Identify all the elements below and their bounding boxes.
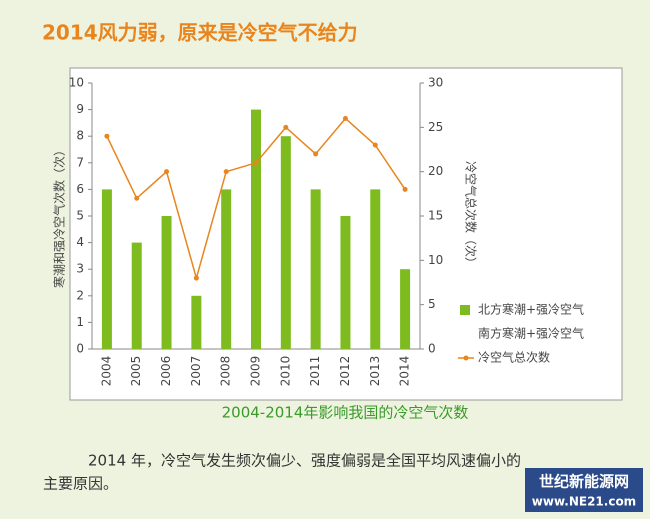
bar	[310, 189, 321, 349]
x-tick-label: 2009	[249, 356, 263, 387]
y-tick-label: 8	[76, 129, 84, 143]
bar	[280, 136, 291, 349]
line-point	[193, 275, 199, 281]
y-label: 寒潮和强冷空气次数（次）	[52, 144, 67, 288]
y-tick-label: 1	[76, 315, 84, 329]
bar	[251, 109, 261, 349]
y-tick-label: 6	[76, 182, 84, 196]
line-point	[372, 142, 378, 148]
line-point	[283, 124, 289, 130]
legend-dot	[463, 355, 469, 361]
x-tick-label: 2004	[99, 356, 113, 387]
x-tick-label: 2014	[398, 356, 412, 387]
y2-tick-label: 0	[428, 342, 436, 356]
x-tick-label: 2012	[338, 356, 352, 387]
paragraph: 2014 年，冷空气发生频次偏少、强度偏弱是全国平均风速偏小的	[88, 452, 521, 470]
line-point	[134, 195, 140, 201]
logo-box	[525, 468, 643, 512]
y-tick-label: 10	[69, 76, 84, 90]
legend-swatch	[460, 305, 470, 315]
y2-tick-label: 25	[428, 120, 443, 134]
y-tick-label: 3	[76, 262, 84, 276]
bar	[131, 242, 142, 349]
x-tick-label: 2011	[308, 356, 322, 387]
bar	[191, 295, 202, 349]
bar	[221, 189, 232, 349]
x-tick-label: 2010	[278, 356, 292, 387]
bar	[161, 216, 172, 349]
y2-tick-label: 15	[428, 209, 443, 223]
legend-label: 冷空气总次数	[478, 350, 550, 365]
bar	[101, 189, 112, 349]
y-tick-label: 5	[76, 209, 84, 223]
title: 2014风力弱，原来是冷空气不给力	[42, 21, 358, 45]
x-tick-label: 2007	[189, 356, 203, 387]
y2-tick-label: 5	[428, 297, 436, 311]
line-point	[164, 169, 170, 175]
y-tick-label: 4	[76, 235, 84, 249]
legend-label: 北方寒潮+强冷空气	[478, 302, 584, 317]
bar	[370, 189, 381, 349]
line-point	[342, 115, 348, 121]
x-tick-label: 2006	[159, 356, 173, 387]
line-point	[223, 169, 229, 175]
paragraph: 主要原因。	[43, 475, 118, 493]
y2-tick-label: 10	[428, 253, 443, 267]
legend-label: 南方寒潮+强冷空气	[478, 326, 584, 341]
y-tick-label: 2	[76, 288, 84, 302]
bar	[400, 269, 411, 349]
x-tick-label: 2008	[219, 356, 233, 387]
line-point	[313, 151, 319, 157]
logo: 世纪新能源网	[539, 473, 629, 491]
y-tick-label: 0	[76, 342, 84, 356]
x-tick-label: 2013	[368, 356, 382, 387]
line-point	[104, 133, 110, 139]
bar	[340, 216, 351, 349]
line-point	[253, 160, 259, 166]
x-tick-label: 2005	[129, 356, 143, 387]
y2-tick-label: 30	[428, 76, 443, 90]
y2-tick-label: 20	[428, 164, 443, 178]
logo-url: www.NE21.com	[532, 495, 636, 509]
legend-swatch	[460, 329, 470, 339]
y-tick-label: 7	[76, 155, 84, 169]
y2-label: 冷空气总次数（次）	[464, 161, 479, 269]
line-point	[402, 186, 408, 192]
caption: 2004-2014年影响我国的冷空气次数	[222, 404, 469, 422]
y-tick-label: 9	[76, 102, 84, 116]
